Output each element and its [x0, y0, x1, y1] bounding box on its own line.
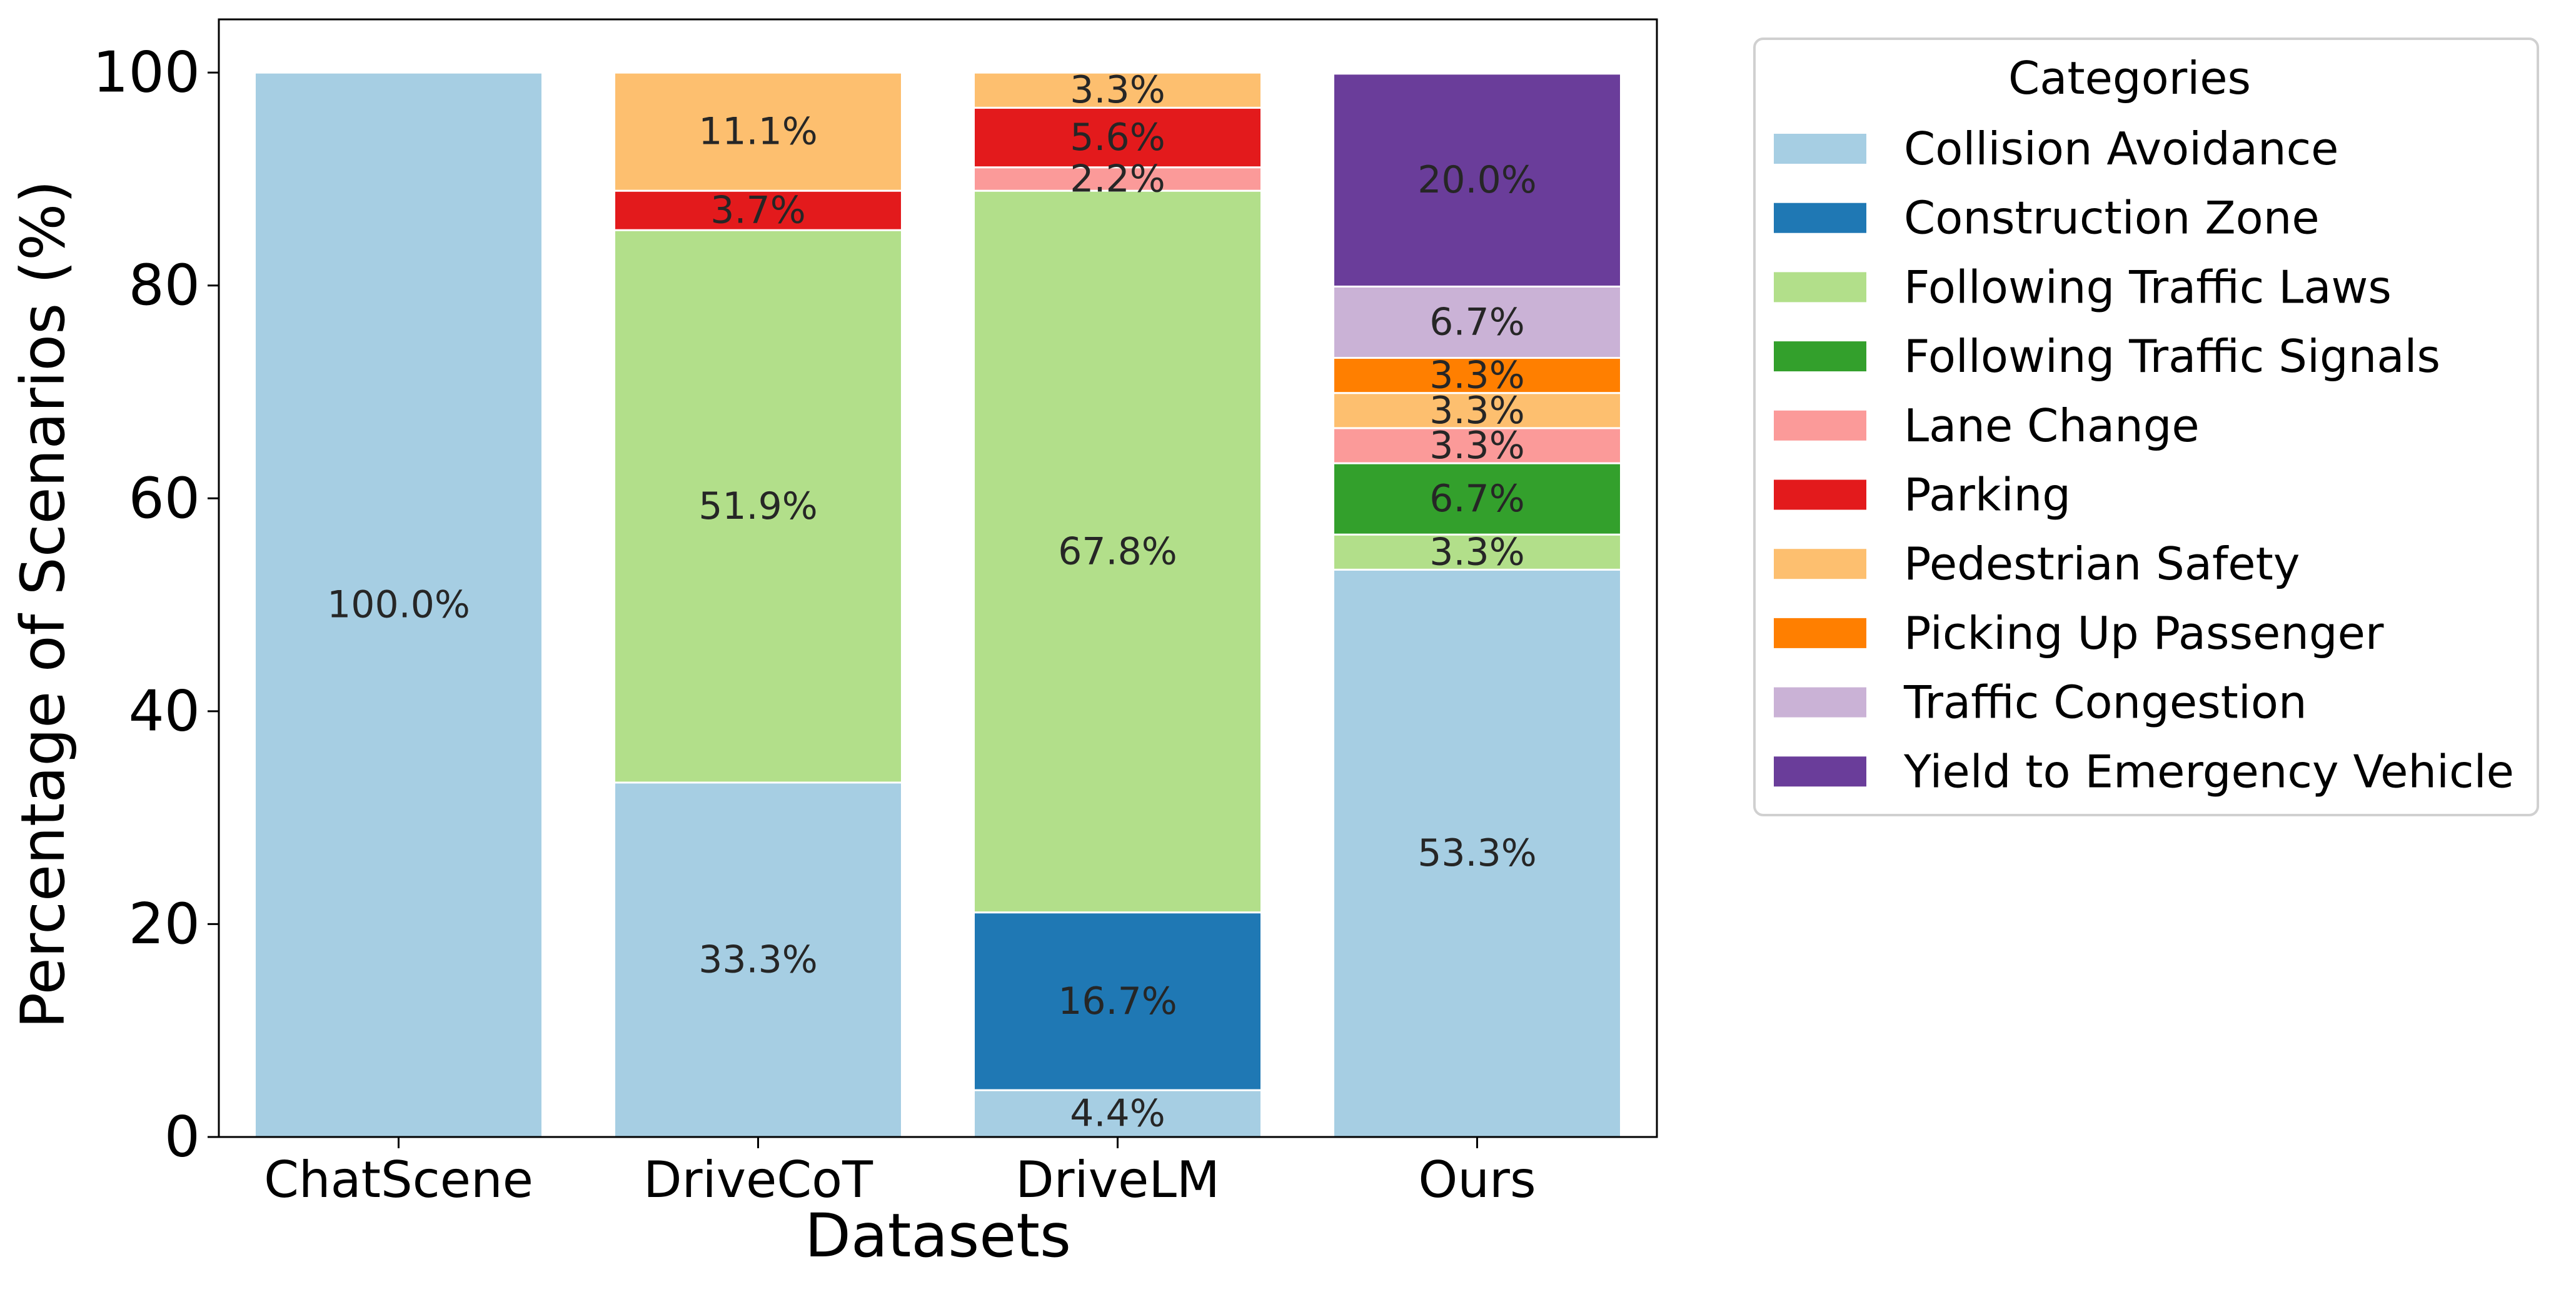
- bar-chatscene-collision-avoidance: [254, 71, 543, 1138]
- y-tick-label: 40: [128, 678, 200, 744]
- axes-layer: ChatScene DriveCoT DriveLM Ours 0 20 40 60 80 100: [93, 40, 1536, 1209]
- data-label-drivelm-following-traffic-laws: 67.8%: [1058, 529, 1177, 573]
- bar-drivecot-collision-avoidance: [613, 781, 903, 1138]
- bar-ours-collision-avoidance: [1332, 568, 1622, 1138]
- bar-drivelm-pedestrian-safety: [973, 71, 1262, 109]
- bar-ours-following-traffic-laws: [1332, 533, 1622, 571]
- legend-swatch-following-traffic-laws: [1774, 272, 1866, 303]
- data-label-drivecot-following-traffic-laws: 51.9%: [698, 484, 818, 528]
- bar-ours-picking-up-passenger: [1332, 357, 1622, 394]
- legend-swatch-yield-to-emergency-vehicle: [1774, 756, 1866, 787]
- legend-label-following-traffic-laws: Following Traffic Laws: [1904, 261, 2392, 313]
- bars-layer: [254, 71, 1622, 1138]
- plot-frame: [218, 18, 1658, 1138]
- bar-drivelm-collision-avoidance: [973, 1089, 1262, 1138]
- y-tick-label: 60: [128, 466, 200, 531]
- bar-ours-traffic-congestion: [1332, 285, 1622, 359]
- data-label-drivecot-parking: 3.7%: [710, 189, 805, 233]
- legend-label-following-traffic-signals: Following Traffic Signals: [1904, 330, 2440, 383]
- y-tick-label: 20: [128, 891, 200, 957]
- data-label-ours-picking-up-passenger: 3.3%: [1429, 354, 1524, 398]
- legend-items: Collision Avoidance Construction Zone Foll…: [1774, 123, 2514, 798]
- data-label-ours-collision-avoidance: 53.3%: [1417, 831, 1537, 875]
- data-label-ours-following-traffic-laws: 3.3%: [1429, 530, 1524, 574]
- bar-drivecot-pedestrian-safety: [613, 71, 903, 192]
- bar-drivelm-lane-change: [973, 166, 1262, 192]
- legend-label-construction-zone: Construction Zone: [1904, 192, 2320, 244]
- legend-box: [1753, 38, 2539, 816]
- legend: Categories Collision Avoidance Constructi…: [1753, 38, 2539, 816]
- y-tick-label: 100: [93, 40, 200, 106]
- legend-label-traffic-congestion: Traffic Congestion: [1903, 676, 2307, 729]
- legend-label-lane-change: Lane Change: [1904, 399, 2200, 452]
- data-label-chatscene-collision-avoidance: 100.0%: [327, 583, 470, 627]
- x-axis-title: Datasets: [805, 1201, 1071, 1271]
- data-label-ours-yield-to-emergency-vehicle: 20.0%: [1417, 158, 1537, 202]
- data-labels-layer: 100.0% 33.3% 51.9% 3.7% 11.1% 4.4% 16.7% 67.8% 2…: [327, 68, 1537, 1135]
- legend-swatch-traffic-congestion: [1774, 687, 1866, 718]
- y-tick-label: 0: [164, 1104, 200, 1170]
- data-label-ours-pedestrian-safety: 3.3%: [1429, 389, 1524, 433]
- data-label-drivelm-pedestrian-safety: 3.3%: [1070, 68, 1165, 112]
- legend-label-picking-up-passenger: Picking Up Passenger: [1904, 607, 2384, 659]
- legend-label-parking: Parking: [1904, 469, 2071, 521]
- data-label-drivecot-collision-avoidance: 33.3%: [698, 938, 818, 981]
- legend-label-collision-avoidance: Collision Avoidance: [1904, 123, 2338, 175]
- legend-label-yield-to-emergency-vehicle: Yield to Emergency Vehicle: [1903, 745, 2514, 798]
- y-axis-title: Percentage of Scenarios (%): [8, 180, 78, 1029]
- data-label-drivelm-lane-change: 2.2%: [1070, 157, 1165, 201]
- bar-ours-lane-change: [1332, 427, 1622, 464]
- bar-ours-yield-to-emergency-vehicle: [1332, 73, 1622, 288]
- x-tick-label: ChatScene: [264, 1151, 533, 1209]
- data-label-drivelm-construction-zone: 16.7%: [1058, 979, 1177, 1023]
- data-label-drivelm-collision-avoidance: 4.4%: [1070, 1092, 1165, 1136]
- bar-ours-pedestrian-safety: [1332, 392, 1622, 429]
- legend-swatch-picking-up-passenger: [1774, 618, 1866, 648]
- data-label-drivecot-pedestrian-safety: 11.1%: [698, 110, 818, 154]
- legend-swatch-pedestrian-safety: [1774, 549, 1866, 579]
- y-tick-label: 80: [128, 253, 200, 318]
- legend-label-pedestrian-safety: Pedestrian Safety: [1904, 538, 2300, 590]
- x-tick-label: DriveLM: [1015, 1151, 1220, 1209]
- data-label-ours-traffic-congestion: 6.7%: [1429, 300, 1524, 344]
- bar-drivelm-construction-zone: [973, 911, 1262, 1091]
- legend-title: Categories: [2008, 52, 2251, 104]
- data-label-ours-following-traffic-signals: 6.7%: [1429, 477, 1524, 521]
- data-label-drivelm-parking: 5.6%: [1070, 116, 1165, 159]
- legend-swatch-parking: [1774, 479, 1866, 510]
- x-tick-label: DriveCoT: [643, 1151, 873, 1209]
- bar-drivelm-parking: [973, 106, 1262, 169]
- legend-swatch-following-traffic-signals: [1774, 341, 1866, 372]
- legend-swatch-collision-avoidance: [1774, 134, 1866, 164]
- legend-swatch-construction-zone: [1774, 203, 1866, 233]
- bar-drivecot-parking: [613, 189, 903, 231]
- x-tick-label: Ours: [1418, 1151, 1536, 1209]
- bar-drivelm-following-traffic-laws: [973, 189, 1262, 914]
- legend-swatch-lane-change: [1774, 410, 1866, 441]
- data-label-ours-lane-change: 3.3%: [1429, 424, 1524, 468]
